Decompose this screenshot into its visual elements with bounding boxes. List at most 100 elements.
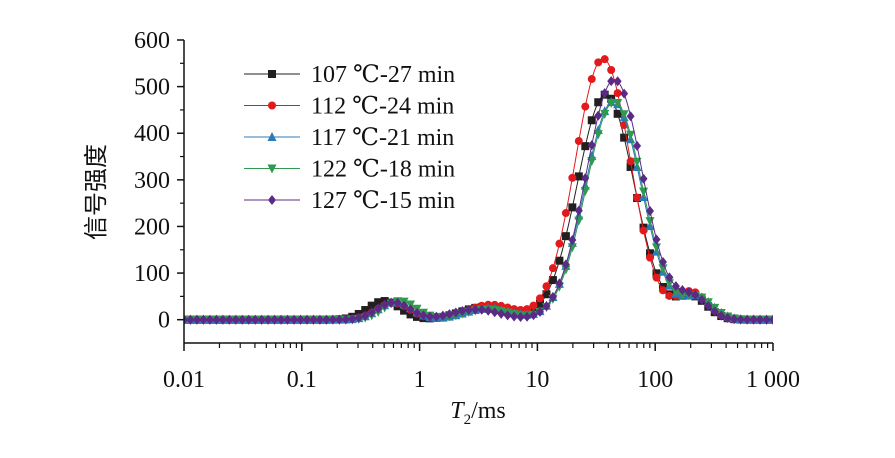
y-tick-label: 500 bbox=[134, 75, 170, 101]
legend-item-1: 107 ℃-27 min bbox=[244, 62, 455, 88]
data-point bbox=[400, 300, 409, 311]
data-point bbox=[367, 301, 376, 310]
x-axis-label: T2/ms bbox=[450, 398, 506, 428]
data-point bbox=[633, 193, 642, 202]
data-point bbox=[406, 310, 415, 319]
x-tick-label: 0.01 bbox=[163, 367, 205, 393]
data-point bbox=[639, 173, 648, 184]
data-point bbox=[374, 298, 383, 307]
data-point bbox=[523, 305, 532, 314]
data-point bbox=[406, 304, 415, 315]
data-point bbox=[497, 308, 506, 319]
data-point bbox=[593, 130, 603, 140]
data-point bbox=[523, 311, 532, 322]
legend-item-3: 117 ℃-21 min bbox=[244, 125, 454, 151]
data-point bbox=[671, 287, 681, 297]
data-point bbox=[458, 305, 467, 316]
data-point bbox=[632, 157, 642, 167]
legend-label: 117 ℃-21 min bbox=[311, 125, 454, 151]
data-point bbox=[620, 88, 629, 99]
data-point bbox=[231, 314, 240, 325]
data-point bbox=[354, 312, 363, 323]
legend-item-5: 127 ℃-15 min bbox=[244, 188, 455, 214]
data-point bbox=[658, 286, 667, 295]
legend-marker bbox=[268, 101, 276, 110]
data-point bbox=[464, 304, 473, 315]
data-point bbox=[736, 314, 745, 325]
data-point bbox=[490, 307, 499, 318]
data-point bbox=[594, 98, 603, 107]
data-point bbox=[710, 306, 719, 317]
data-point bbox=[555, 239, 564, 248]
data-point bbox=[192, 314, 201, 325]
data-point bbox=[561, 259, 570, 270]
data-point bbox=[665, 272, 674, 283]
data-point bbox=[581, 102, 590, 111]
data-point bbox=[529, 310, 538, 321]
data-point bbox=[613, 76, 622, 87]
data-point bbox=[225, 314, 234, 325]
data-point bbox=[600, 109, 610, 119]
x-axis-label-unit: /ms bbox=[471, 398, 506, 424]
data-point bbox=[555, 278, 564, 289]
data-point bbox=[341, 314, 350, 325]
data-point bbox=[646, 253, 655, 262]
data-point bbox=[658, 256, 667, 267]
legend-marker bbox=[268, 195, 276, 205]
data-point bbox=[277, 314, 286, 325]
legend-label: 112 ℃-24 min bbox=[311, 94, 454, 120]
data-point bbox=[374, 303, 383, 314]
data-point bbox=[561, 209, 570, 218]
x-tick-label: 0.1 bbox=[287, 367, 317, 393]
plot-area bbox=[184, 55, 773, 325]
data-point bbox=[762, 314, 771, 325]
x-tick-label: 1 000 bbox=[746, 367, 800, 393]
legend-item-4: 122 ℃-18 min bbox=[244, 157, 455, 183]
data-point bbox=[335, 314, 344, 325]
data-point bbox=[568, 203, 577, 212]
data-point bbox=[587, 75, 596, 84]
y-tick-label: 100 bbox=[134, 261, 170, 287]
data-point bbox=[477, 304, 486, 315]
legend-marker bbox=[267, 132, 277, 141]
data-point bbox=[626, 157, 635, 166]
data-point bbox=[620, 133, 629, 142]
data-point bbox=[529, 301, 538, 310]
y-tick-label: 200 bbox=[134, 214, 170, 240]
data-point bbox=[413, 308, 422, 319]
data-point bbox=[361, 306, 370, 315]
data-point bbox=[315, 314, 324, 325]
legend-marker bbox=[267, 164, 277, 174]
data-point bbox=[425, 311, 434, 322]
data-point bbox=[646, 206, 655, 217]
data-point bbox=[607, 76, 616, 87]
data-point bbox=[704, 300, 713, 311]
data-point bbox=[561, 265, 571, 275]
data-point bbox=[264, 314, 273, 325]
data-point bbox=[646, 249, 655, 258]
data-point bbox=[606, 98, 616, 108]
data-point bbox=[587, 116, 596, 125]
x-axis-label-subscript: 2 bbox=[464, 412, 472, 428]
data-point bbox=[548, 276, 557, 285]
legend-label: 122 ℃-18 min bbox=[311, 157, 455, 183]
data-point bbox=[309, 314, 318, 325]
data-point bbox=[678, 285, 687, 296]
data-point bbox=[723, 312, 732, 323]
data-point bbox=[445, 309, 454, 320]
data-point bbox=[542, 290, 551, 299]
data-point bbox=[322, 314, 331, 325]
data-point bbox=[510, 311, 519, 322]
data-point bbox=[633, 140, 642, 151]
data-point bbox=[218, 314, 227, 325]
data-point bbox=[542, 301, 551, 312]
y-tick-label: 400 bbox=[134, 121, 170, 147]
data-point bbox=[419, 310, 428, 321]
data-point bbox=[574, 205, 583, 216]
data-point bbox=[348, 313, 357, 324]
data-point bbox=[574, 172, 583, 181]
data-point bbox=[548, 291, 557, 302]
data-point bbox=[574, 216, 584, 226]
data-point bbox=[283, 314, 292, 325]
